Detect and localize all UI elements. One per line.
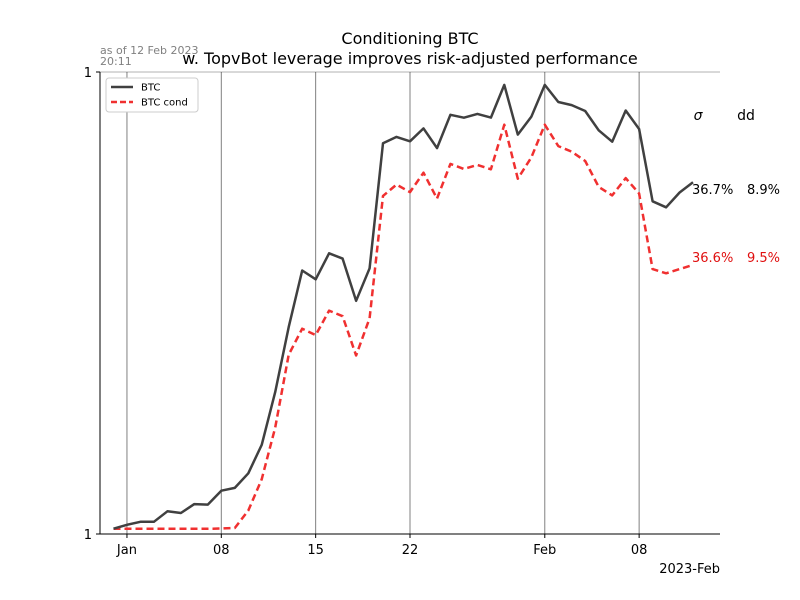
x-tick-label: Jan	[116, 543, 137, 558]
series-lines	[113, 83, 694, 531]
stats-header-dd: dd	[737, 108, 755, 124]
x-tick-label: 15	[307, 543, 324, 558]
y-tick-label: 1	[84, 528, 92, 543]
legend: BTC BTC cond	[105, 77, 199, 113]
y-tick-label: 1	[84, 66, 92, 81]
legend-label-btc: BTC	[141, 83, 160, 94]
chart-title: Conditioning BTC	[341, 29, 478, 48]
x-tick-label: 08	[631, 543, 648, 558]
x-offset-label: 2023-Feb	[659, 562, 720, 577]
legend-label-btc-cond: BTC cond	[141, 98, 188, 109]
stats-header-sigma: σ	[694, 108, 704, 124]
x-tick-label: 08	[213, 543, 230, 558]
series-line-btc	[113, 83, 694, 530]
timestamp-line: as of 12 Feb 2023	[100, 44, 199, 57]
stats-table: σ dd 36.7% 8.9% 36.6% 9.5%	[692, 108, 780, 266]
chart-subtitle: w. TopvBot leverage improves risk-adjust…	[182, 49, 638, 68]
stats-btc-cond-sigma: 36.6%	[692, 251, 733, 266]
grid-lines	[126, 72, 640, 534]
stats-btc-sigma: 36.7%	[692, 183, 733, 198]
x-ticks: Jan 08 15 22 Feb 08	[116, 534, 647, 558]
x-tick-label: Feb	[533, 543, 556, 558]
series-line-btc-cond	[113, 123, 694, 531]
stats-btc-cond-dd: 9.5%	[747, 251, 780, 266]
timestamp-line: 20:11	[100, 55, 132, 68]
timestamp: as of 12 Feb 2023 20:11	[100, 44, 199, 68]
x-tick-label: 22	[402, 543, 419, 558]
stats-btc-dd: 8.9%	[747, 183, 780, 198]
y-ticks: 11	[84, 66, 100, 543]
